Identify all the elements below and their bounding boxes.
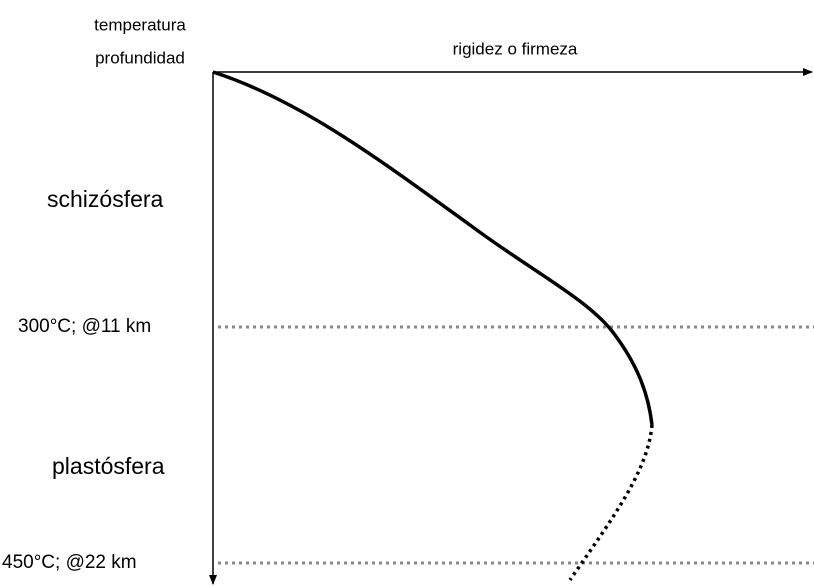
level-label: 450°C; @22 km [2,552,137,573]
strength-curve-dotted [568,424,654,581]
zone-label: plastósfera [52,453,165,479]
zone-label: schizósfera [47,186,164,212]
x-axis-label: rigidez o firmeza [453,39,578,58]
strength-curve [212,70,654,426]
y-axis-label: profundidad [95,48,185,67]
y-axis-label: temperatura [94,15,186,34]
level-label: 300°C; @11 km [18,316,151,337]
